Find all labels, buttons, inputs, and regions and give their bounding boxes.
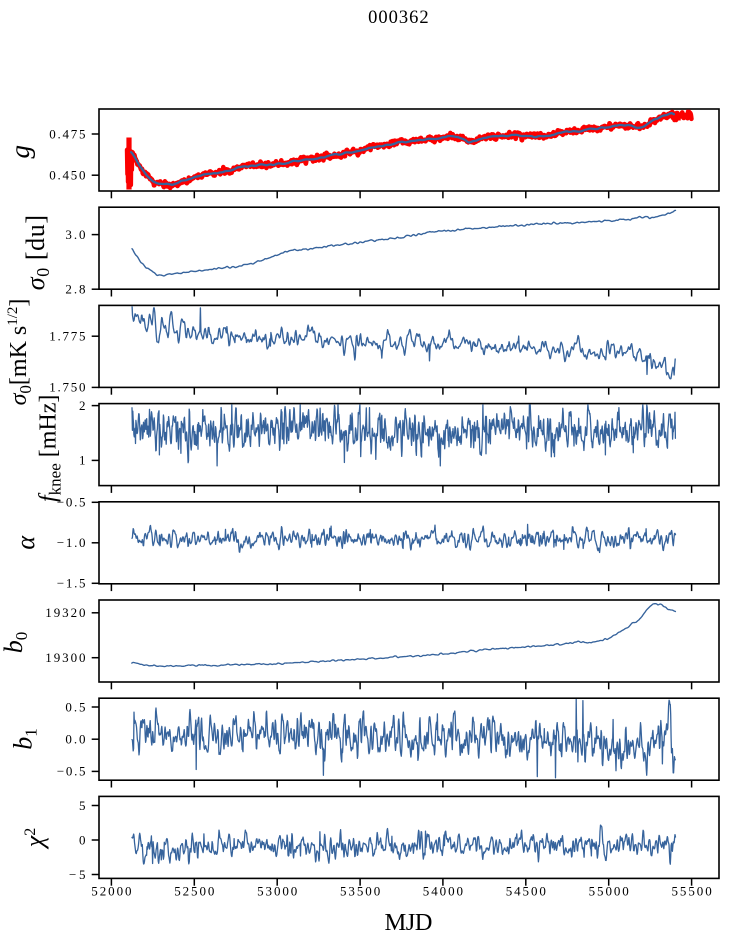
- svg-text:b0: b0: [0, 632, 31, 654]
- svg-text:19300: 19300: [45, 650, 85, 665]
- svg-text:2: 2: [79, 398, 86, 413]
- svg-text:−0.5: −0.5: [57, 764, 86, 779]
- svg-text:0.0: 0.0: [65, 732, 85, 747]
- svg-text:0.450: 0.450: [49, 168, 85, 183]
- svg-text:−0.5: −0.5: [57, 495, 86, 510]
- svg-text:52500: 52500: [174, 884, 214, 899]
- svg-text:19320: 19320: [45, 605, 85, 620]
- svg-text:5: 5: [79, 798, 86, 813]
- svg-text:χ2: χ2: [20, 828, 49, 850]
- svg-text:53500: 53500: [340, 884, 380, 899]
- svg-text:55500: 55500: [672, 884, 712, 899]
- svg-text:54000: 54000: [423, 884, 463, 899]
- svg-text:σ0[mK s1/2]: σ0[mK s1/2]: [5, 299, 35, 406]
- svg-text:b1: b1: [9, 728, 41, 750]
- svg-text:g: g: [5, 145, 35, 159]
- svg-text:2.8: 2.8: [65, 282, 85, 297]
- svg-text:1.775: 1.775: [49, 329, 85, 344]
- svg-text:−1.0: −1.0: [57, 535, 86, 550]
- svg-text:−1.5: −1.5: [57, 576, 86, 591]
- svg-text:σ0 [du]: σ0 [du]: [21, 214, 53, 290]
- svg-text:1.750: 1.750: [49, 380, 85, 395]
- svg-text:54500: 54500: [506, 884, 546, 899]
- svg-text:000362: 000362: [368, 8, 429, 28]
- svg-text:0: 0: [79, 832, 86, 847]
- svg-text:0.475: 0.475: [49, 126, 85, 141]
- svg-text:1: 1: [79, 453, 86, 468]
- svg-text:α: α: [11, 535, 40, 550]
- svg-text:55000: 55000: [589, 884, 629, 899]
- svg-text:fknee [mHz]: fknee [mHz]: [36, 395, 65, 502]
- svg-text:3.0: 3.0: [65, 227, 85, 242]
- svg-text:52000: 52000: [91, 884, 131, 899]
- svg-text:0.5: 0.5: [65, 699, 85, 714]
- svg-text:53000: 53000: [257, 884, 297, 899]
- svg-text:MJD: MJD: [385, 909, 433, 936]
